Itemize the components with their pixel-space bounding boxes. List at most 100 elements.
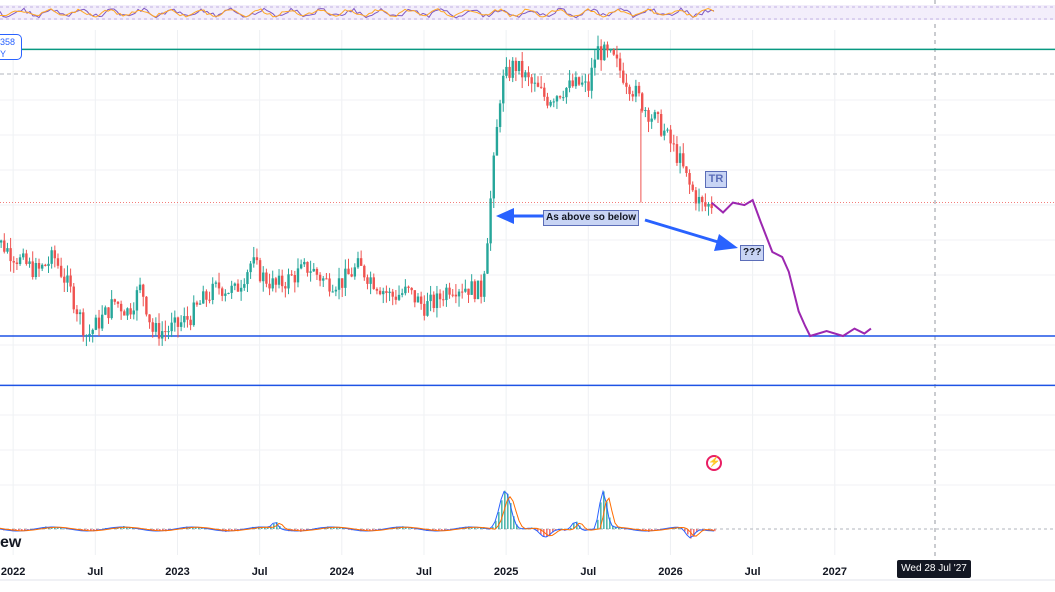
candle-body xyxy=(334,289,338,292)
annotation-arrows[interactable] xyxy=(496,208,738,251)
arrow-left-head xyxy=(496,208,514,224)
candle-body xyxy=(12,261,15,263)
candle-body xyxy=(44,264,47,266)
annotation-as-above[interactable]: As above so below xyxy=(543,210,640,226)
candle-body xyxy=(189,319,192,326)
candle-body xyxy=(66,275,69,283)
candle-body xyxy=(663,130,666,136)
osc-bar xyxy=(129,526,131,529)
osc-bar xyxy=(570,528,572,529)
candle-body xyxy=(539,86,543,88)
osc-bar xyxy=(471,527,473,529)
candle-body xyxy=(634,85,638,97)
candle-body xyxy=(631,94,634,97)
candle-body xyxy=(641,93,644,111)
candle-body xyxy=(325,278,328,280)
x-tick-label: Jul xyxy=(745,566,761,578)
osc-bar xyxy=(585,529,587,530)
osc-bar xyxy=(600,502,602,529)
osc-bar xyxy=(444,529,446,531)
x-tick-label: Jul xyxy=(580,566,596,578)
candle-body xyxy=(596,46,600,60)
candle-body xyxy=(145,296,148,315)
candle-body xyxy=(388,291,391,294)
candle-body xyxy=(78,312,82,315)
candle-body xyxy=(230,285,233,293)
osc-bar xyxy=(573,523,575,529)
candle-body xyxy=(303,261,306,265)
candle-body xyxy=(423,303,426,316)
candle-body xyxy=(378,290,382,295)
candle-body xyxy=(394,296,398,300)
candle-body xyxy=(603,44,606,61)
candle-body xyxy=(473,281,477,300)
candle-body xyxy=(85,335,88,337)
candle-body xyxy=(599,46,603,61)
candle-body xyxy=(413,290,417,303)
candle-body xyxy=(672,143,675,145)
candle-body xyxy=(426,301,429,316)
candle-body xyxy=(498,103,502,127)
candle-body xyxy=(123,311,126,316)
candle-body xyxy=(59,265,63,277)
osc-bar xyxy=(54,527,56,529)
osc-bar xyxy=(687,529,689,535)
candle-body xyxy=(243,284,246,288)
x-tick-label: Jul xyxy=(252,566,268,578)
candle-body xyxy=(438,293,442,300)
candle-body xyxy=(258,260,262,282)
annotation-tr[interactable]: TR xyxy=(705,171,727,188)
candle-body xyxy=(15,262,19,265)
candle-body xyxy=(82,312,85,336)
projection-path[interactable] xyxy=(710,198,872,338)
osc-bar xyxy=(537,529,539,532)
candle-body xyxy=(400,293,404,295)
candle-body xyxy=(322,278,325,281)
candle-body xyxy=(416,296,420,303)
candle-body xyxy=(164,331,167,333)
candle-body xyxy=(217,282,221,289)
candle-body xyxy=(558,96,562,98)
osc-bar xyxy=(48,527,50,529)
candle-body xyxy=(75,309,79,315)
osc-bar xyxy=(507,493,509,529)
osc-bar xyxy=(57,527,59,529)
osc-bar xyxy=(198,527,200,529)
osc-bar xyxy=(156,529,158,531)
top-indicator-panel xyxy=(0,5,1055,20)
annotation-question[interactable]: ??? xyxy=(740,245,765,261)
candle-body xyxy=(391,291,394,297)
candle-body xyxy=(72,286,75,310)
candle-body xyxy=(514,60,518,72)
candle-body xyxy=(135,290,139,311)
candle-body xyxy=(25,253,28,264)
candle-body xyxy=(508,66,511,78)
candle-body xyxy=(530,77,533,84)
candle-body xyxy=(369,277,372,284)
candle-body xyxy=(94,317,98,330)
candle-body xyxy=(669,129,672,144)
osc-bar xyxy=(60,527,62,529)
candle-body xyxy=(486,243,489,274)
flash-icon[interactable]: ⚡ xyxy=(706,455,722,471)
candle-body xyxy=(88,333,91,336)
osc-bar xyxy=(204,528,206,530)
candle-body xyxy=(47,263,50,266)
candle-body xyxy=(6,248,9,252)
candle-body xyxy=(448,287,451,295)
osc-bar xyxy=(63,528,65,530)
candle-body xyxy=(255,257,259,261)
osc-bar xyxy=(519,528,521,530)
symbol-badge[interactable]: 358 Y xyxy=(0,34,22,60)
candle-body xyxy=(511,60,514,78)
candle-body xyxy=(445,287,448,301)
candle-body xyxy=(186,316,189,320)
x-tick-label: 2026 xyxy=(658,566,682,578)
candle-body xyxy=(385,291,388,294)
candle-body xyxy=(28,261,31,264)
top-rsi-signal xyxy=(0,7,715,18)
osc-bar xyxy=(336,526,338,529)
candle-body xyxy=(562,97,565,99)
candle-body xyxy=(350,274,353,277)
